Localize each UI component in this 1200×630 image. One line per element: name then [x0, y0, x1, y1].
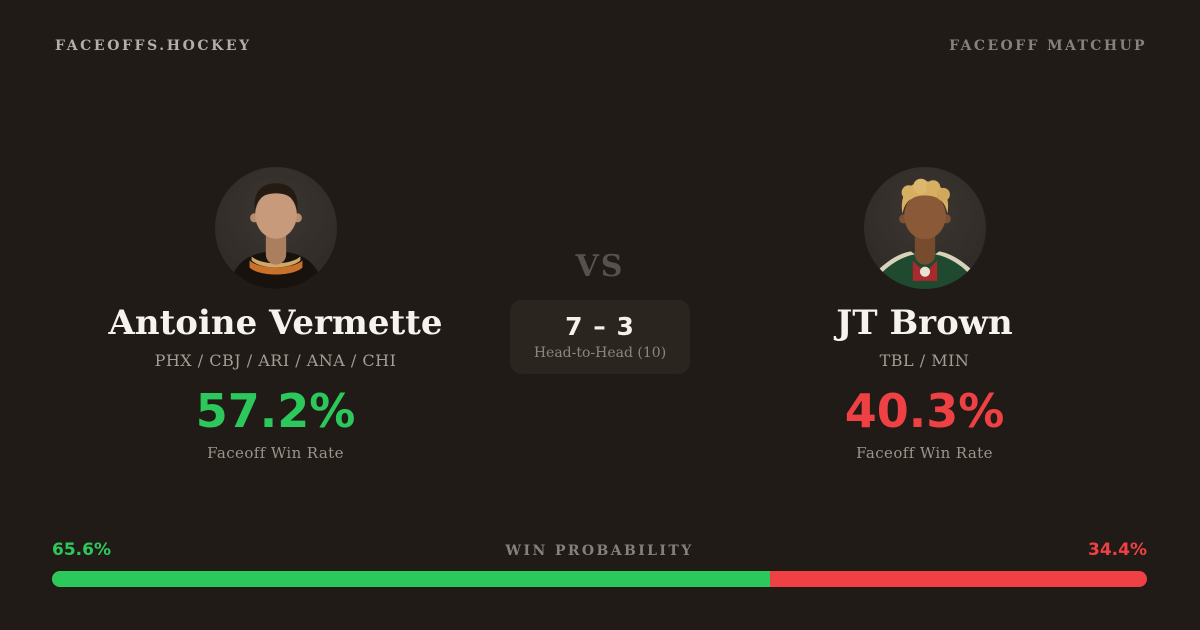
head-to-head-label: Head-to-Head (10) [533, 345, 667, 361]
faceoff-win-rate: 40.3% [844, 384, 1005, 439]
head-to-head-box: 7 – 3 Head-to-Head (10) [509, 300, 691, 374]
stat-label: Faceoff Win Rate [856, 443, 993, 462]
player-photo-left [214, 167, 337, 289]
player-card-right: JT Brown TBL / MIN 40.3% Faceoff Win Rat… [705, 167, 1144, 462]
page-label: FACEOFF MATCHUP [949, 38, 1147, 54]
player-name: Antoine Vermette [108, 303, 443, 343]
win-probability-title: WIN PROBABILITY [505, 543, 694, 559]
player-name: JT Brown [836, 303, 1013, 343]
win-probability-section: 65.6% WIN PROBABILITY 34.4% [52, 540, 1147, 587]
faceoff-win-rate: 57.2% [195, 384, 356, 439]
win-probability-bar [52, 571, 1147, 587]
stat-label: Faceoff Win Rate [207, 443, 344, 462]
player-teams: PHX / CBJ / ARI / ANA / CHI [154, 351, 397, 371]
header: FACEOFFS.HOCKEY FACEOFF MATCHUP [0, 0, 1200, 54]
player-photo-right [863, 167, 986, 289]
matchup-center: VS 7 – 3 Head-to-Head (10) [495, 249, 705, 374]
vs-label: VS [575, 249, 625, 284]
matchup-row: Antoine Vermette PHX / CBJ / ARI / ANA /… [0, 167, 1200, 462]
win-probability-labels: 65.6% WIN PROBABILITY 34.4% [52, 540, 1147, 560]
head-to-head-score: 7 – 3 [565, 312, 635, 341]
win-probability-left-pct: 65.6% [52, 540, 111, 560]
player-silhouette-icon [875, 178, 974, 289]
win-probability-right-pct: 34.4% [1088, 540, 1147, 560]
player-silhouette-icon [226, 183, 325, 289]
player-teams: TBL / MIN [879, 351, 970, 371]
player-card-left: Antoine Vermette PHX / CBJ / ARI / ANA /… [56, 167, 495, 462]
win-probability-fill [52, 571, 771, 587]
brand-text: FACEOFFS.HOCKEY [55, 38, 252, 54]
